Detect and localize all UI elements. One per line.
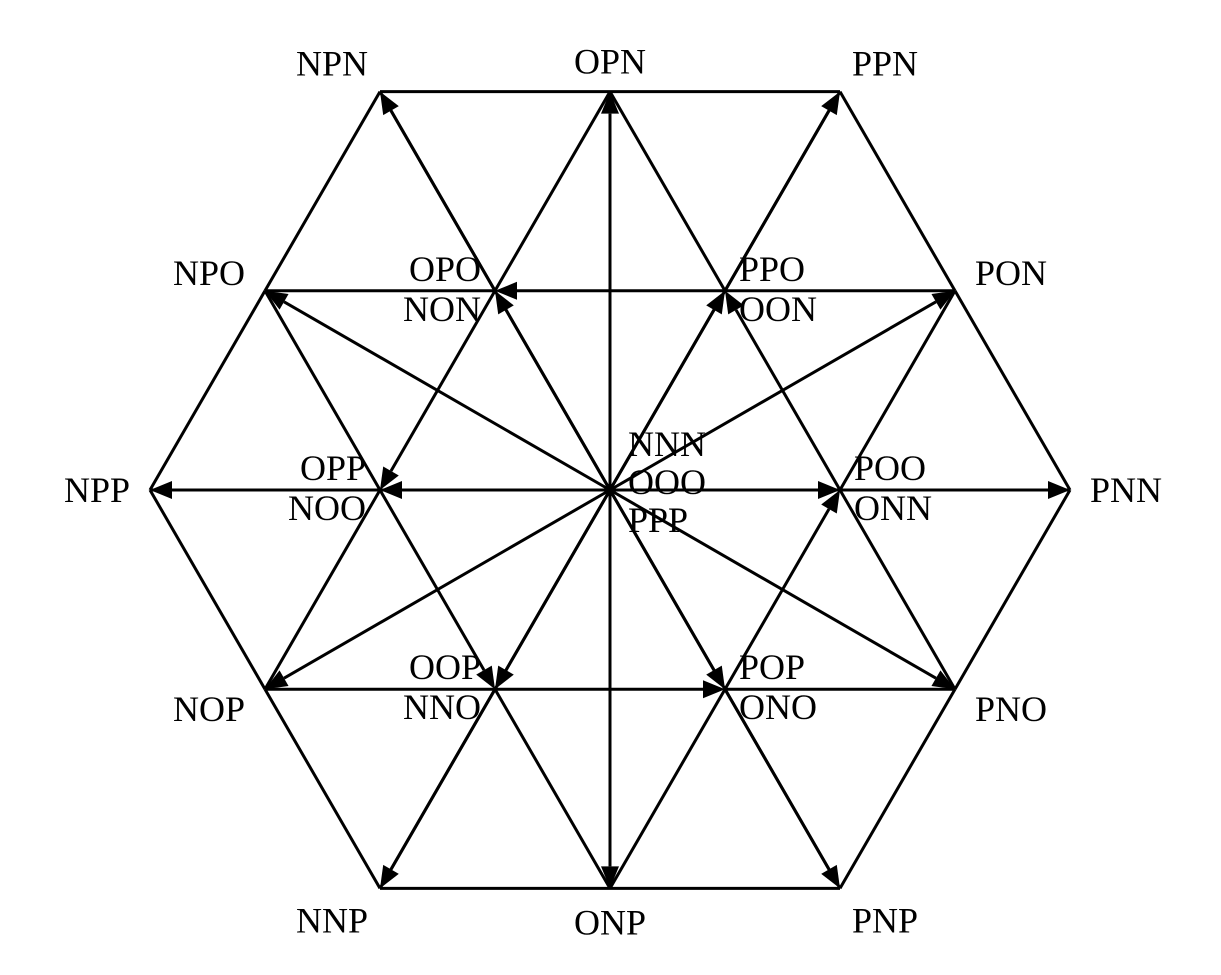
- vector-label: ONP: [574, 902, 646, 942]
- edge: [150, 291, 265, 490]
- vector-label: NPN: [296, 44, 368, 84]
- arrowhead: [821, 865, 840, 889]
- vector-label: NPO: [173, 253, 245, 293]
- vector-label: OOP: [409, 647, 481, 687]
- arrowhead: [931, 291, 955, 310]
- vector-label: OPP: [300, 448, 366, 488]
- vector-label: PNO: [975, 689, 1047, 729]
- edge: [495, 689, 610, 888]
- vector-label: PNN: [1090, 470, 1162, 510]
- edge: [610, 92, 725, 291]
- vector-label: NNP: [296, 900, 368, 940]
- arrowhead: [380, 92, 399, 116]
- vector-label: NOP: [173, 689, 245, 729]
- edge: [840, 92, 955, 291]
- vector-label: OON: [739, 289, 817, 329]
- vector-label: NPP: [64, 470, 130, 510]
- vector-label: PPO: [739, 249, 805, 289]
- arrowhead: [265, 670, 289, 689]
- vector-label: PPN: [852, 44, 918, 84]
- vector-shaft: [736, 310, 840, 490]
- arrowhead: [821, 92, 840, 116]
- vector-label: NON: [403, 289, 481, 329]
- edge: [955, 291, 1070, 490]
- edge: [265, 689, 380, 888]
- vector-label: PNP: [852, 900, 918, 940]
- vector-label: ONO: [739, 687, 817, 727]
- vector-label: ONN: [854, 488, 932, 528]
- vector-label: OPO: [409, 249, 481, 289]
- edge: [265, 92, 380, 291]
- vector-label: OPN: [574, 42, 646, 82]
- edge: [840, 689, 955, 888]
- vector-label: OOO: [628, 462, 706, 502]
- vector-label: POP: [739, 647, 805, 687]
- edge: [495, 92, 610, 291]
- space-vector-diagram: NNNOOOPPP POOONN PPOOON OPONON OPPNOO OOPNNO P…: [0, 0, 1221, 975]
- vector-shaft: [380, 490, 484, 670]
- arrowhead: [380, 865, 399, 889]
- vector-label: NOO: [288, 488, 366, 528]
- edge: [150, 490, 265, 689]
- vector-label: PON: [975, 253, 1047, 293]
- vector-label: PPP: [628, 500, 688, 540]
- edge: [955, 490, 1070, 689]
- vector-label: NNN: [628, 424, 706, 464]
- vector-label: POO: [854, 448, 926, 488]
- arrowhead: [931, 670, 955, 689]
- edge: [610, 689, 725, 888]
- arrowhead: [265, 291, 289, 310]
- vector-label: NNO: [403, 687, 481, 727]
